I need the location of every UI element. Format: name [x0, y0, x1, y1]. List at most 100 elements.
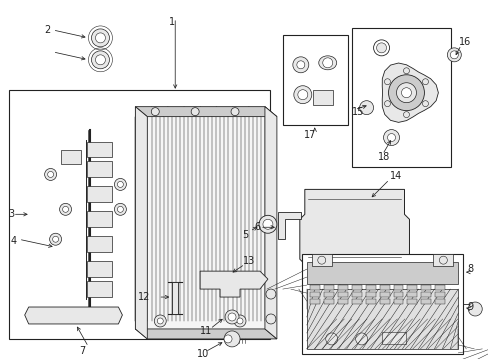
Bar: [172, 282, 178, 314]
Bar: [306, 262, 457, 284]
Circle shape: [447, 48, 460, 62]
Bar: [421, 285, 430, 290]
Circle shape: [296, 61, 304, 69]
Text: 18: 18: [377, 153, 389, 162]
Bar: [407, 285, 417, 290]
Polygon shape: [277, 212, 300, 239]
Bar: [323, 285, 333, 290]
Polygon shape: [135, 107, 264, 329]
Circle shape: [95, 55, 105, 65]
Polygon shape: [135, 107, 147, 339]
Bar: [337, 292, 347, 297]
Text: 5: 5: [242, 230, 248, 240]
Polygon shape: [135, 107, 276, 117]
Text: 16: 16: [458, 37, 470, 47]
Circle shape: [422, 101, 427, 107]
Circle shape: [384, 79, 390, 85]
Circle shape: [384, 101, 390, 107]
Bar: [312, 90, 332, 105]
Bar: [393, 292, 403, 297]
Bar: [365, 285, 375, 290]
Circle shape: [422, 79, 427, 85]
Circle shape: [396, 83, 416, 103]
Circle shape: [237, 318, 243, 324]
Circle shape: [91, 51, 109, 69]
Circle shape: [325, 333, 337, 345]
Circle shape: [47, 171, 54, 177]
Circle shape: [117, 206, 123, 212]
Bar: [306, 289, 457, 349]
Circle shape: [224, 331, 240, 347]
Circle shape: [383, 130, 399, 145]
Circle shape: [376, 43, 386, 53]
Polygon shape: [200, 271, 267, 297]
Circle shape: [297, 90, 307, 100]
Bar: [337, 285, 347, 290]
Bar: [434, 292, 445, 297]
Circle shape: [373, 40, 389, 56]
Bar: [323, 292, 333, 297]
Polygon shape: [299, 189, 408, 264]
Circle shape: [49, 233, 61, 245]
Bar: [379, 285, 389, 290]
Bar: [323, 299, 333, 304]
Circle shape: [151, 108, 159, 116]
Bar: [351, 292, 361, 297]
Circle shape: [191, 108, 199, 116]
Bar: [434, 285, 445, 290]
Circle shape: [265, 314, 275, 324]
Circle shape: [292, 57, 308, 73]
Text: 11: 11: [200, 326, 212, 336]
Circle shape: [265, 289, 275, 299]
Polygon shape: [86, 211, 112, 227]
Bar: [365, 299, 375, 304]
Circle shape: [439, 256, 447, 264]
Bar: [9, 90, 269, 339]
Bar: [301, 254, 462, 354]
Polygon shape: [329, 264, 349, 284]
Circle shape: [403, 112, 408, 118]
Bar: [421, 292, 430, 297]
Circle shape: [95, 33, 105, 43]
Polygon shape: [86, 186, 112, 202]
Circle shape: [293, 86, 311, 104]
Polygon shape: [382, 63, 437, 122]
Text: 13: 13: [243, 256, 255, 266]
Bar: [351, 285, 361, 290]
Circle shape: [403, 68, 408, 74]
Polygon shape: [86, 236, 112, 252]
Circle shape: [53, 236, 59, 242]
Circle shape: [359, 101, 373, 114]
Text: 14: 14: [389, 171, 401, 181]
Polygon shape: [86, 281, 112, 297]
Circle shape: [62, 206, 68, 212]
Circle shape: [157, 318, 163, 324]
Bar: [393, 285, 403, 290]
Circle shape: [60, 203, 71, 215]
Circle shape: [154, 315, 166, 327]
Circle shape: [91, 29, 109, 47]
Circle shape: [230, 108, 239, 116]
Polygon shape: [25, 307, 122, 324]
Circle shape: [263, 219, 272, 229]
Circle shape: [234, 315, 245, 327]
Text: 3: 3: [9, 209, 15, 219]
Circle shape: [259, 215, 276, 233]
Bar: [351, 299, 361, 304]
Text: 10: 10: [197, 349, 209, 359]
Bar: [309, 285, 319, 290]
Polygon shape: [264, 107, 276, 339]
Bar: [337, 299, 347, 304]
Circle shape: [224, 310, 239, 324]
Circle shape: [322, 58, 332, 68]
Bar: [282, 35, 347, 125]
Bar: [407, 299, 417, 304]
Polygon shape: [86, 141, 112, 157]
Bar: [61, 149, 81, 165]
Text: 9: 9: [467, 302, 472, 312]
Text: 12: 12: [138, 292, 150, 302]
Text: 7: 7: [79, 346, 85, 356]
Text: 17: 17: [303, 130, 315, 140]
Bar: [311, 254, 331, 266]
Bar: [434, 299, 445, 304]
